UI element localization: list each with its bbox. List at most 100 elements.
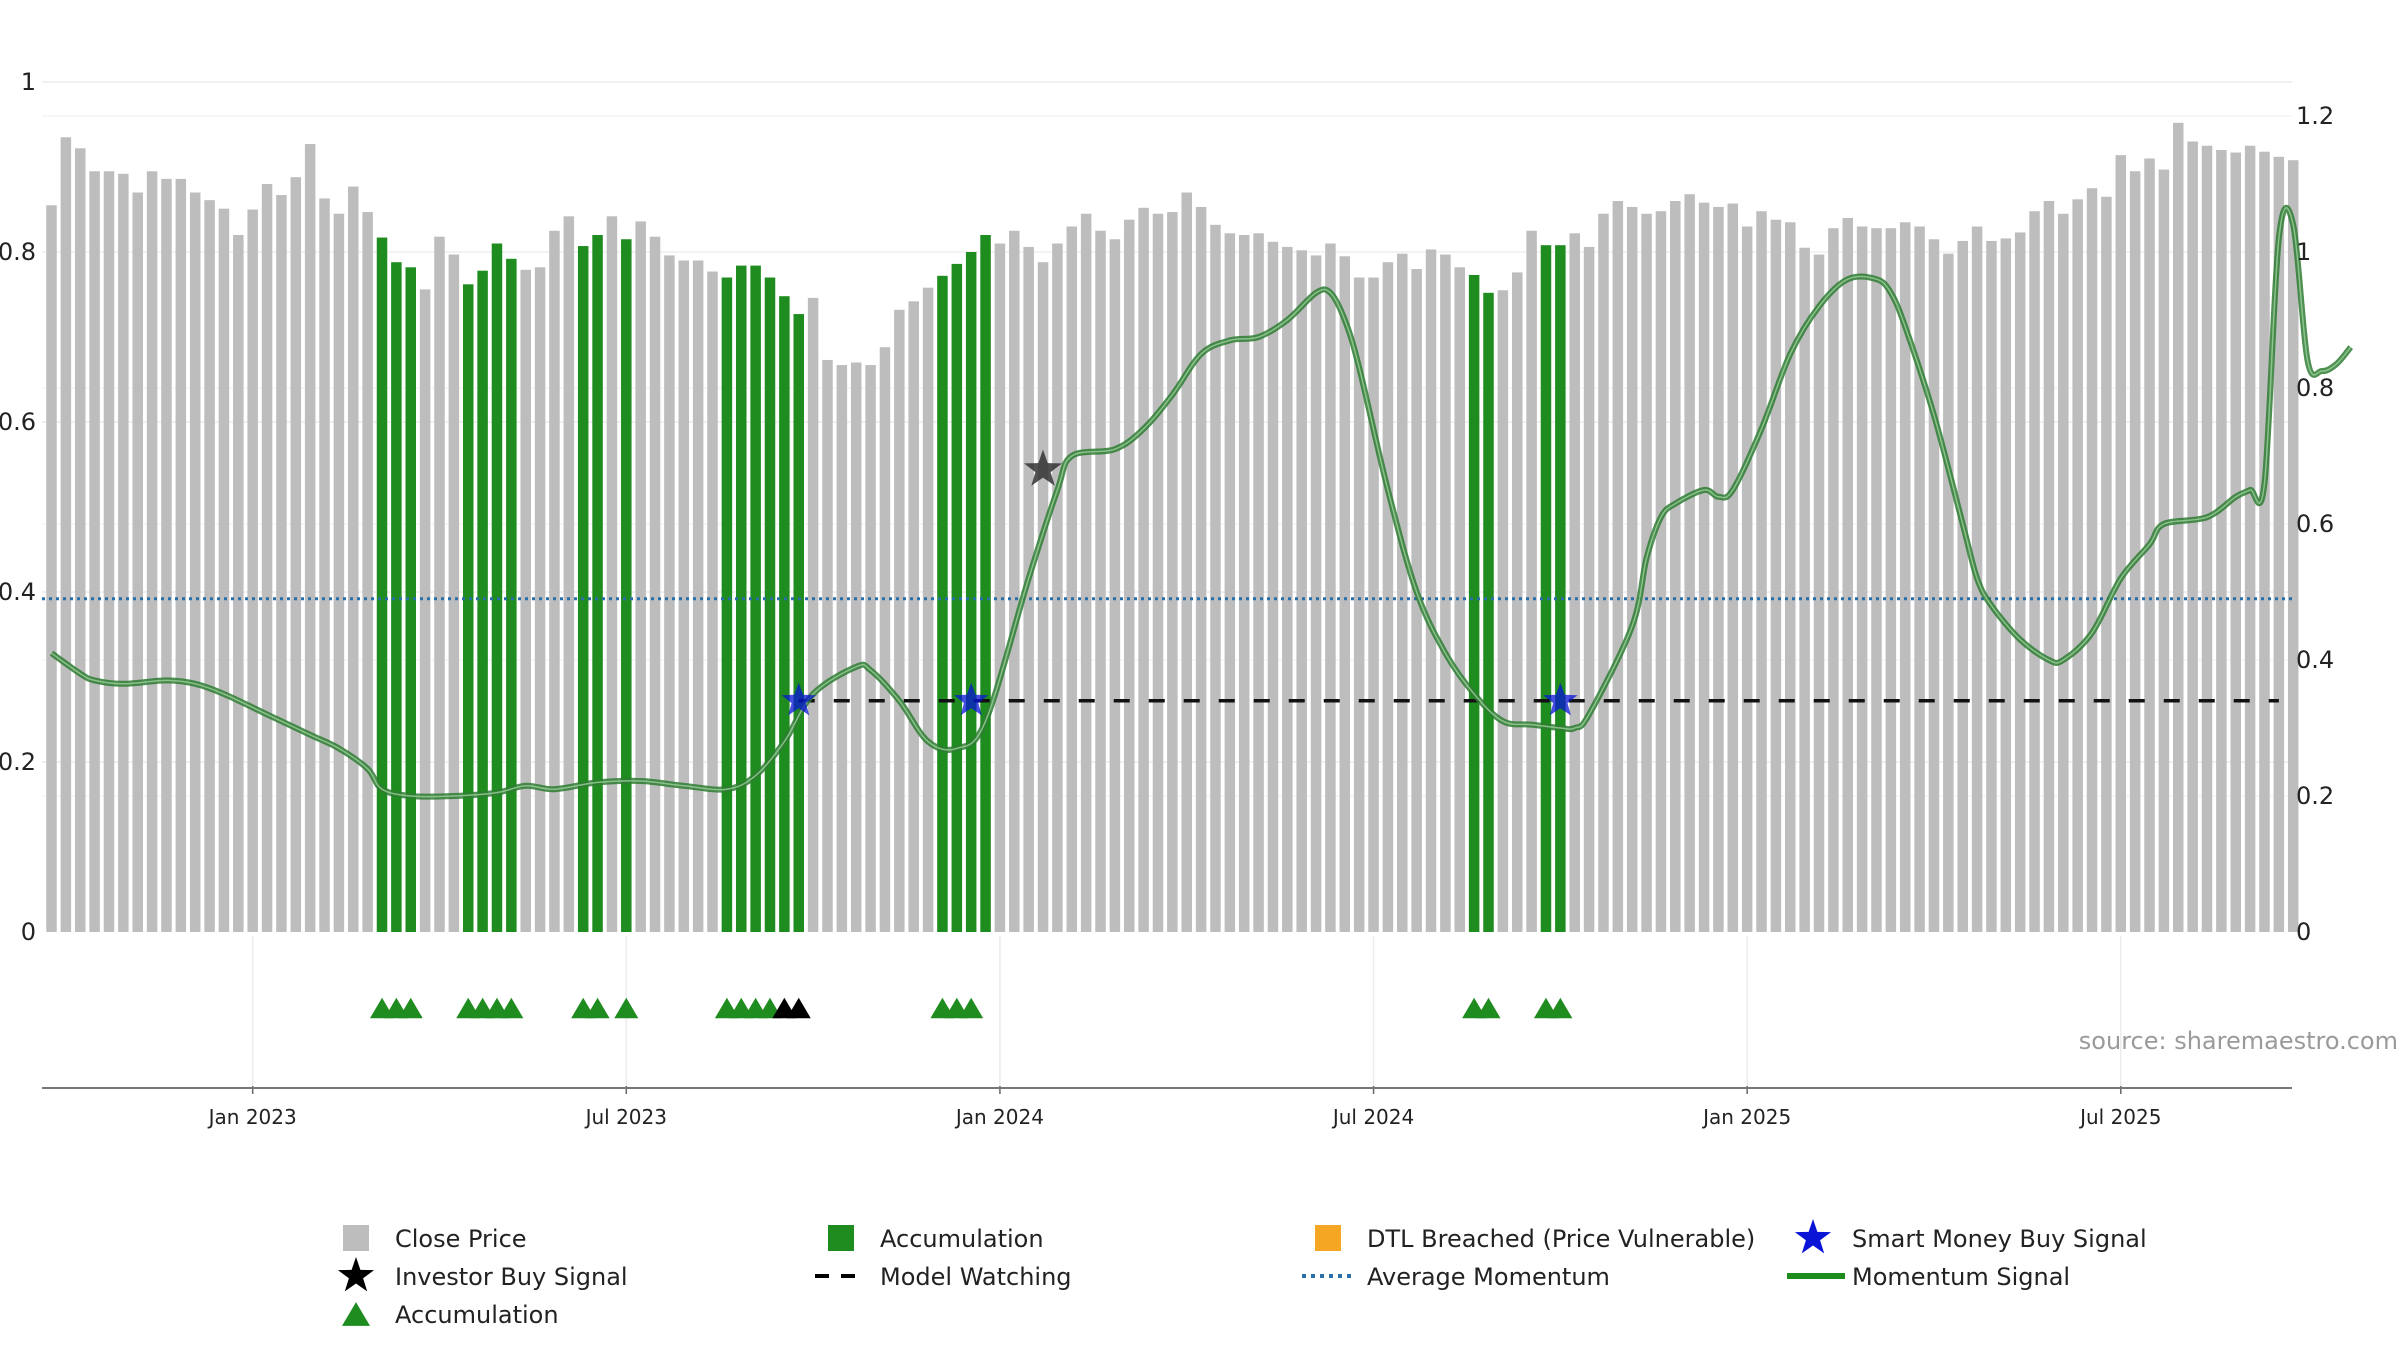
close-price-bar bbox=[1655, 211, 1667, 932]
accumulation-bar bbox=[937, 275, 948, 932]
close-price-bar bbox=[1871, 228, 1882, 932]
close-price-bar bbox=[261, 184, 273, 932]
close-price-bar bbox=[2072, 199, 2083, 933]
close-price-bar bbox=[1986, 240, 1997, 932]
close-price-bar bbox=[1210, 224, 1221, 933]
close-price-bar bbox=[304, 144, 316, 933]
smart-money-buy-star bbox=[781, 682, 816, 716]
close-price-bar bbox=[434, 236, 445, 932]
close-price-bar bbox=[1454, 267, 1466, 932]
close-price-bar bbox=[879, 347, 891, 932]
close-price-bar bbox=[1914, 226, 1925, 932]
close-price-bar bbox=[2173, 122, 2184, 933]
right-axis-tick-label: 0.2 bbox=[2296, 782, 2334, 810]
close-price-bar bbox=[1382, 262, 1394, 932]
close-price-bar bbox=[60, 137, 72, 932]
close-price-bar bbox=[678, 260, 690, 932]
close-price-bar bbox=[1181, 192, 1192, 932]
close-price-bar bbox=[1828, 228, 1839, 932]
close-price-bar bbox=[1253, 233, 1264, 933]
accumulation-bar bbox=[793, 314, 804, 932]
close-price-bar bbox=[1497, 290, 1509, 932]
accumulation-bar bbox=[721, 277, 733, 932]
smart-money-buy-star bbox=[1543, 682, 1578, 716]
close-price-bar bbox=[1785, 222, 1796, 932]
close-price-bar bbox=[2043, 201, 2055, 932]
legend-label: Accumulation bbox=[880, 1225, 1044, 1253]
accumulation-bar bbox=[462, 284, 474, 932]
close-price-bar bbox=[1813, 254, 1825, 933]
close-price-bar bbox=[333, 213, 345, 932]
close-price-bar bbox=[89, 171, 100, 932]
accumulation-bar bbox=[779, 296, 790, 932]
close-price-bar bbox=[1713, 206, 1724, 932]
date-label: Jan 2025 bbox=[1701, 1105, 1791, 1129]
left-axis-tick-label: 0.8 bbox=[0, 238, 36, 266]
close-price-bar bbox=[1612, 201, 1624, 932]
close-price-bar bbox=[1124, 219, 1135, 932]
legend-square-icon bbox=[343, 1225, 369, 1251]
close-price-bar bbox=[836, 365, 848, 932]
close-price-bar bbox=[1741, 226, 1753, 932]
close-price-bar bbox=[204, 200, 215, 932]
right-axis-tick-label: 1.2 bbox=[2296, 102, 2334, 130]
close-price-bar bbox=[707, 271, 718, 932]
close-price-bar bbox=[132, 192, 143, 932]
close-price-bar bbox=[218, 208, 230, 932]
right-axis-tick-label: 0.4 bbox=[2296, 646, 2334, 674]
close-price-bar bbox=[1856, 226, 1868, 932]
smart-money-buy-star bbox=[954, 682, 989, 716]
close-price-bar bbox=[419, 289, 431, 932]
close-price-bar bbox=[146, 171, 158, 932]
legend-label: Accumulation bbox=[395, 1301, 559, 1329]
close-price-bar bbox=[1267, 241, 1279, 933]
accumulation-bar bbox=[1483, 292, 1494, 932]
legend-star-icon bbox=[1794, 1219, 1832, 1254]
legend-square-icon bbox=[1315, 1225, 1341, 1251]
accumulation-bar bbox=[621, 239, 632, 932]
legend: Close Price Accumulation DTL Breached (Pri… bbox=[337, 1219, 2147, 1329]
close-price-bar bbox=[908, 301, 919, 932]
accumulation-bar bbox=[736, 265, 747, 933]
close-price-bar bbox=[1339, 256, 1351, 932]
close-price-bar bbox=[2201, 145, 2213, 932]
close-price-bar bbox=[1526, 230, 1537, 932]
momentum-signal-highlight bbox=[51, 207, 2352, 798]
legend-label: Model Watching bbox=[880, 1263, 1072, 1291]
close-price-bar bbox=[161, 178, 172, 932]
close-price-bar bbox=[2000, 238, 2012, 932]
close-price-bar bbox=[1626, 206, 1638, 932]
close-price-bar bbox=[1023, 246, 1034, 932]
left-axis-tick-label: 0.6 bbox=[0, 408, 36, 436]
close-price-bar bbox=[635, 221, 646, 932]
right-axis-tick-label: 0.6 bbox=[2296, 510, 2334, 538]
close-price-bar bbox=[1282, 246, 1293, 932]
close-price-bar bbox=[448, 254, 460, 933]
legend-label: DTL Breached (Price Vulnerable) bbox=[1367, 1225, 1755, 1253]
accumulation-bar bbox=[577, 246, 589, 933]
close-price-bar bbox=[1037, 262, 1049, 932]
legend-label: Momentum Signal bbox=[1852, 1263, 2070, 1291]
accumulation-triangle bbox=[1476, 997, 1501, 1019]
close-price-bar bbox=[276, 195, 287, 933]
legend-label: Investor Buy Signal bbox=[395, 1263, 628, 1291]
close-price-bar bbox=[1195, 206, 1207, 932]
accumulation-bar bbox=[1468, 274, 1480, 932]
accumulation-triangle bbox=[585, 997, 610, 1019]
accumulation-triangle bbox=[1548, 997, 1573, 1019]
close-price-bar bbox=[1598, 213, 1609, 932]
accumulation-bar bbox=[477, 270, 488, 932]
date-label: Jul 2024 bbox=[1331, 1105, 1414, 1129]
close-price-bar bbox=[1353, 277, 1365, 932]
close-price-bar bbox=[1799, 247, 1810, 932]
investor-buy-star bbox=[1024, 449, 1063, 486]
close-price-bar bbox=[290, 177, 302, 932]
close-price-bar bbox=[118, 173, 129, 933]
close-price-bar bbox=[865, 365, 876, 932]
close-price-bar bbox=[1943, 253, 1954, 932]
date-label: Jul 2023 bbox=[584, 1105, 667, 1129]
close-price-bar bbox=[2259, 151, 2270, 932]
close-price-bar bbox=[1885, 228, 1897, 932]
close-price-bar bbox=[2058, 213, 2069, 932]
